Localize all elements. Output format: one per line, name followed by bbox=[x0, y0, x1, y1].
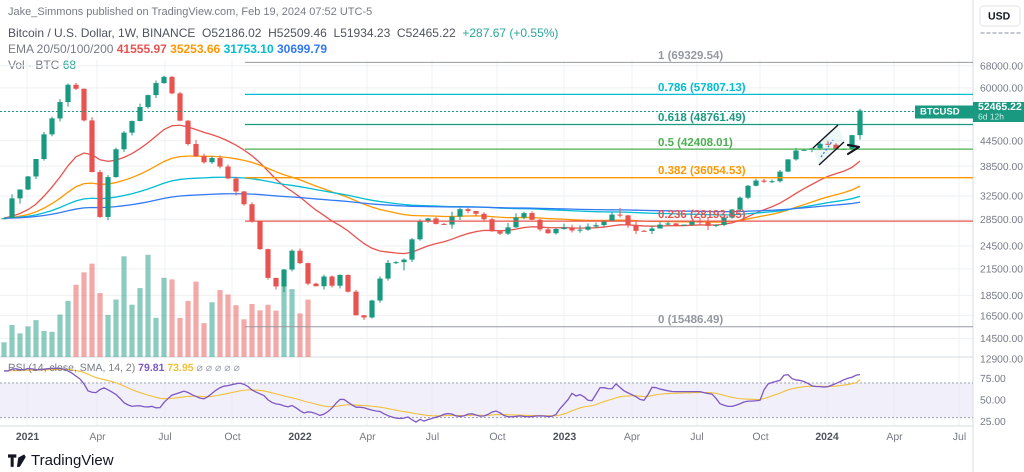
svg-text:2024: 2024 bbox=[815, 431, 839, 443]
svg-text:Apr: Apr bbox=[359, 431, 376, 443]
svg-text:24500.00: 24500.00 bbox=[980, 242, 1023, 253]
svg-text:75.00: 75.00 bbox=[980, 374, 1006, 385]
svg-text:1 (69329.54): 1 (69329.54) bbox=[658, 50, 723, 62]
svg-text:Apr: Apr bbox=[886, 431, 903, 443]
svg-text:2023: 2023 bbox=[553, 431, 577, 443]
svg-text:Oct: Oct bbox=[752, 431, 768, 443]
svg-text:Apr: Apr bbox=[89, 431, 106, 443]
svg-text:Oct: Oct bbox=[224, 431, 240, 443]
svg-text:32500.00: 32500.00 bbox=[980, 192, 1023, 203]
svg-text:2021: 2021 bbox=[16, 431, 40, 443]
svg-text:21500.00: 21500.00 bbox=[980, 265, 1023, 276]
svg-text:0 (15486.49): 0 (15486.49) bbox=[658, 314, 723, 326]
svg-text:Jul: Jul bbox=[426, 431, 439, 443]
svg-text:25.00: 25.00 bbox=[980, 417, 1006, 428]
svg-text:2022: 2022 bbox=[288, 431, 312, 443]
svg-text:68000.00: 68000.00 bbox=[980, 62, 1023, 73]
svg-text:Apr: Apr bbox=[624, 431, 641, 443]
svg-text:60000.00: 60000.00 bbox=[980, 84, 1023, 95]
svg-text:12900.00: 12900.00 bbox=[980, 355, 1023, 366]
svg-text:BTCUSD: BTCUSD bbox=[920, 107, 960, 118]
svg-text:0.618 (48761.49): 0.618 (48761.49) bbox=[658, 112, 746, 124]
svg-text:0.236 (28193.45): 0.236 (28193.45) bbox=[658, 209, 746, 221]
svg-text:Jul: Jul bbox=[690, 431, 703, 443]
svg-text:0.5 (42408.01): 0.5 (42408.01) bbox=[658, 137, 733, 149]
svg-text:RSI (14, close, SMA, 14, 2) 79: RSI (14, close, SMA, 14, 2) 79.81 73.95 … bbox=[8, 362, 240, 374]
svg-text:18500.00: 18500.00 bbox=[980, 291, 1023, 302]
svg-text:28500.00: 28500.00 bbox=[980, 215, 1023, 226]
svg-text:USD: USD bbox=[988, 11, 1011, 23]
svg-text:6d 12h: 6d 12h bbox=[978, 112, 1004, 122]
svg-text:38500.00: 38500.00 bbox=[980, 162, 1023, 173]
svg-text:50.00: 50.00 bbox=[980, 396, 1006, 407]
svg-text:Jul: Jul bbox=[953, 431, 966, 443]
svg-text:14500.00: 14500.00 bbox=[980, 334, 1023, 345]
svg-text:0.382 (36054.53): 0.382 (36054.53) bbox=[658, 165, 746, 177]
svg-text:0.786 (57807.13): 0.786 (57807.13) bbox=[658, 82, 746, 94]
svg-text:Jul: Jul bbox=[158, 431, 171, 443]
svg-text:44500.00: 44500.00 bbox=[980, 136, 1023, 147]
svg-text:Oct: Oct bbox=[489, 431, 505, 443]
svg-text:16500.00: 16500.00 bbox=[980, 311, 1023, 322]
